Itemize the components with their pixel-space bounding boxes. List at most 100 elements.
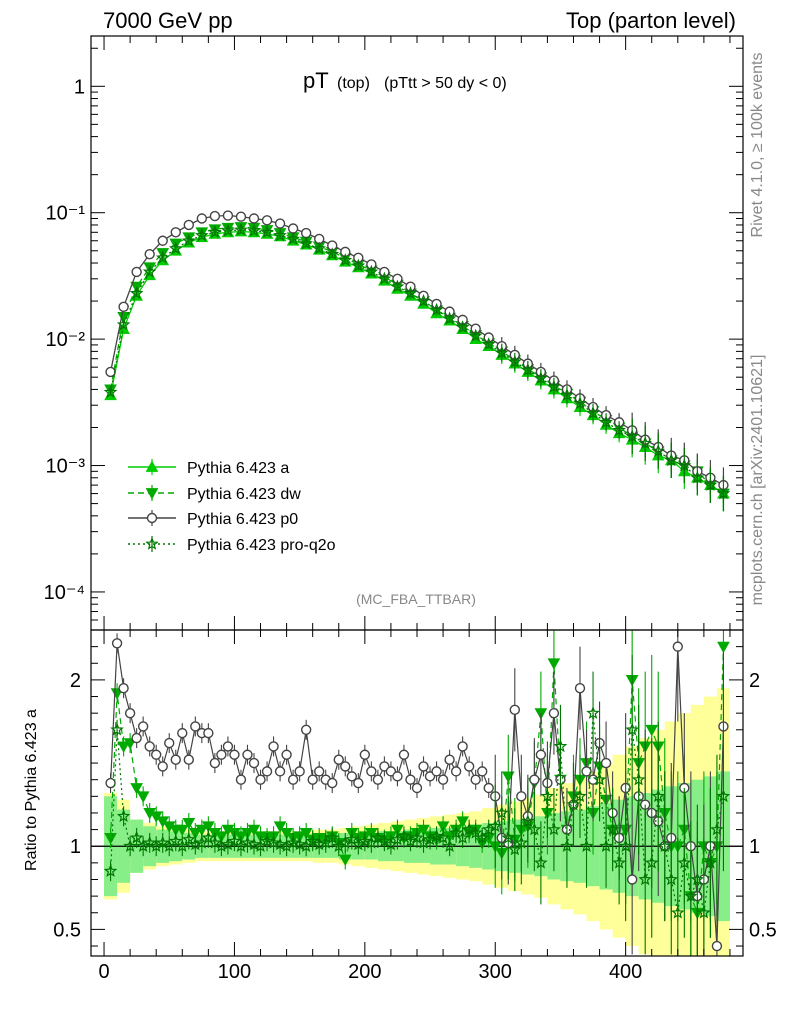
- legend-label-dw: Pythia 6.423 dw: [187, 486, 301, 503]
- ratio-point: [697, 905, 711, 919]
- data-point: [168, 241, 183, 255]
- ratio-point: [203, 727, 214, 739]
- x-tick-label: 200: [348, 961, 381, 983]
- data-point: [664, 453, 679, 467]
- ratio-point: [216, 749, 227, 760]
- ratio-point: [129, 830, 144, 844]
- x-tick-label: 100: [218, 961, 251, 983]
- ratio-point: [436, 830, 450, 844]
- ratio-point: [560, 839, 574, 853]
- ratio-point: [281, 749, 292, 760]
- ratio-point: [410, 830, 424, 844]
- ratio-series-q2o: [103, 654, 731, 956]
- ratio-point: [207, 835, 222, 849]
- watermark: (MC_FBA_TTBAR): [356, 591, 476, 607]
- data-point: [353, 252, 364, 263]
- ratio-point: [457, 741, 468, 752]
- data-point: [103, 385, 118, 399]
- data-point: [325, 247, 340, 260]
- ratio-point: [117, 741, 130, 753]
- ratio-point: [190, 721, 201, 732]
- data-point: [625, 429, 640, 443]
- ratio-point: [273, 837, 287, 851]
- ratio-point: [340, 761, 351, 772]
- data-point: [377, 271, 392, 285]
- data-point: [455, 320, 470, 334]
- side-label-top: Rivet 4.1.0, ≥ 100k events: [749, 53, 766, 238]
- ratio-point: [370, 830, 385, 844]
- ratio-point: [581, 766, 592, 777]
- data-point: [207, 225, 222, 238]
- ratio-point: [359, 749, 371, 760]
- ratio-point: [631, 772, 646, 786]
- ratio-point: [475, 830, 489, 844]
- series-q2o: [103, 222, 731, 512]
- ratio-point: [229, 749, 240, 760]
- legend-marker-q2o: [145, 536, 159, 550]
- ratio-point: [566, 797, 581, 811]
- ratio-point: [142, 835, 157, 849]
- ratio-point: [514, 835, 529, 849]
- series-line-p0: [109, 214, 724, 486]
- ratio-point: [131, 732, 142, 744]
- data-point: [142, 264, 157, 278]
- ratio-point: [268, 741, 279, 752]
- ratio-point: [358, 834, 372, 848]
- data-point: [560, 388, 574, 402]
- data-point: [105, 366, 116, 378]
- ratio-point: [456, 816, 469, 828]
- ratio-point: [333, 754, 344, 765]
- ratio-point: [449, 825, 463, 839]
- data-point: [129, 286, 144, 300]
- legend-marker-dw: [145, 488, 159, 500]
- ratio-point: [299, 828, 313, 840]
- ratio-point: [703, 855, 718, 869]
- ratio-point: [170, 754, 181, 765]
- ratio-point: [444, 754, 455, 765]
- y-tick-label: 10⁻²: [46, 329, 86, 351]
- ratio-point: [353, 777, 364, 789]
- ratio-point: [398, 749, 410, 760]
- ratio-frame: [90, 629, 744, 957]
- ratio-point: [377, 834, 392, 848]
- data-point: [521, 362, 535, 376]
- ratio-point: [625, 722, 640, 736]
- header-right: Top (parton level): [566, 8, 736, 33]
- ratio-point: [437, 774, 449, 785]
- data-point: [299, 236, 313, 250]
- data-point: [338, 253, 353, 267]
- ratio-point: [248, 757, 260, 769]
- ratio-point: [645, 724, 659, 737]
- ratio-point: [175, 824, 189, 837]
- ratio-point: [592, 772, 607, 786]
- ratio-point: [468, 825, 483, 839]
- ratio-point: [462, 822, 477, 836]
- ratio-point: [455, 830, 470, 844]
- ratio-point: [188, 828, 202, 840]
- data-point: [222, 210, 234, 221]
- data-point: [481, 337, 496, 351]
- data-point: [183, 219, 195, 231]
- data-point: [247, 223, 261, 237]
- ratio-point: [240, 835, 255, 849]
- legend-marker-a: [145, 460, 159, 472]
- ratio-point: [157, 761, 168, 772]
- ratio-point: [664, 872, 679, 886]
- ratio-point: [690, 872, 705, 886]
- data-point: [638, 436, 652, 449]
- ratio-point: [202, 821, 215, 833]
- data-point: [651, 443, 666, 457]
- ratio-point: [717, 641, 730, 654]
- ratio-point: [710, 822, 724, 836]
- ratio-point: [540, 789, 555, 803]
- ratio-point: [164, 737, 175, 749]
- ratio-ytick-label-left: 0.5: [53, 919, 81, 941]
- ratio-ytick-label-right: 2: [749, 670, 760, 692]
- ratio-point: [716, 789, 731, 803]
- ratio-point: [235, 774, 247, 785]
- data-point: [703, 477, 718, 491]
- data-point: [392, 273, 403, 285]
- data-point: [716, 486, 731, 500]
- ratio-point: [553, 739, 568, 753]
- data-point: [547, 379, 561, 393]
